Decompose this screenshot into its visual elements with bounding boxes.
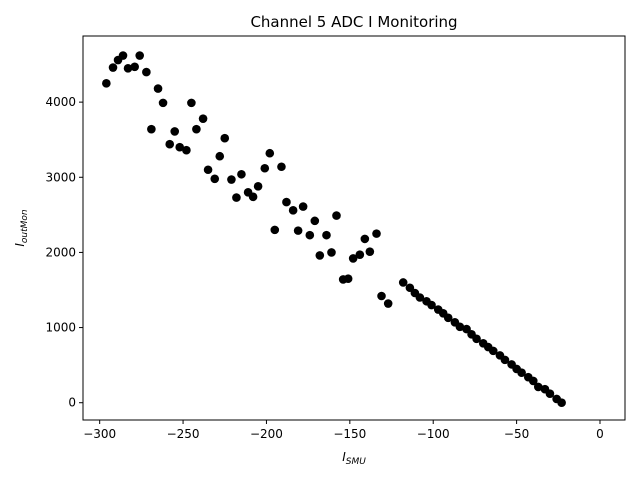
data-point [545, 389, 555, 398]
data-point [277, 162, 286, 172]
data-point [488, 346, 498, 356]
x-tick-label: −50 [504, 427, 529, 441]
data-point [293, 226, 303, 235]
data-point [232, 193, 241, 202]
data-point [265, 148, 275, 158]
data-point [355, 250, 365, 259]
data-point [118, 51, 128, 60]
data-point [298, 202, 308, 211]
data-point [147, 124, 156, 134]
x-tick-label: −300 [83, 427, 116, 441]
data-point [288, 206, 298, 215]
data-point [360, 234, 370, 244]
data-point [372, 229, 381, 238]
data-point [253, 181, 263, 191]
data-point [310, 216, 320, 226]
data-point [315, 251, 325, 260]
data-point [343, 274, 353, 284]
data-point [192, 124, 201, 134]
data-point [427, 300, 436, 310]
data-point [472, 334, 481, 344]
y-axis-label-base: I [13, 243, 27, 247]
data-point [210, 174, 220, 184]
y-tick-label: 2000 [45, 245, 76, 259]
data-point [248, 192, 258, 202]
data-point [237, 169, 246, 179]
data-point [153, 84, 163, 93]
data-point [215, 151, 225, 161]
data-point [203, 165, 213, 175]
x-axis-label: ISMU [342, 450, 366, 467]
data-point [533, 382, 543, 392]
x-tick-label: −200 [250, 427, 283, 441]
chart-title: Channel 5 ADC I Monitoring [250, 13, 457, 31]
data-point [443, 313, 453, 323]
data-point [170, 127, 180, 136]
y-tick-label: 0 [68, 396, 76, 410]
data-point [130, 62, 139, 72]
y-axis: 0 1000 2000 3000 4000 [45, 95, 83, 410]
x-tick-label: −150 [333, 427, 366, 441]
data-point [305, 230, 315, 240]
x-tick-label: −100 [417, 427, 450, 441]
data-point [227, 175, 236, 184]
y-tick-label: 1000 [45, 321, 76, 335]
x-axis: −300 −250 −200 −150 −100 −50 0 [83, 420, 604, 441]
plot-area-frame [82, 35, 626, 421]
data-point [377, 291, 386, 301]
data-point [220, 133, 230, 143]
x-axis-label-base: I [342, 450, 346, 464]
y-tick-label: 3000 [45, 170, 76, 184]
data-point [327, 248, 336, 257]
data-point [165, 139, 175, 149]
data-point [123, 64, 133, 73]
y-tick-label: 4000 [45, 95, 76, 109]
data-point [365, 247, 375, 256]
data-point [158, 98, 168, 108]
data-point [260, 163, 270, 173]
data-point [348, 254, 358, 263]
y-axis-label: IoutMon [13, 209, 30, 247]
data-point [455, 322, 465, 332]
data-point [528, 376, 538, 386]
data-point [282, 197, 291, 207]
x-tick-label: −250 [167, 427, 200, 441]
data-point [187, 98, 196, 108]
data-point [398, 278, 408, 287]
data-point [135, 51, 145, 60]
data-point [198, 114, 208, 123]
data-points [102, 51, 566, 408]
data-point [270, 225, 280, 235]
data-point [557, 398, 566, 408]
data-point [517, 368, 526, 377]
data-point [142, 67, 151, 77]
data-point [108, 63, 118, 72]
data-point [175, 142, 185, 152]
data-point [102, 79, 111, 88]
data-point [383, 299, 393, 308]
data-point [182, 145, 191, 155]
y-axis-label-subscript: outMon [20, 209, 30, 243]
x-axis-label-subscript: SMU [346, 457, 366, 467]
x-tick-label: 0 [596, 427, 604, 441]
data-point [332, 211, 341, 220]
data-point [322, 230, 331, 240]
data-point [415, 293, 425, 302]
data-point [500, 355, 510, 365]
